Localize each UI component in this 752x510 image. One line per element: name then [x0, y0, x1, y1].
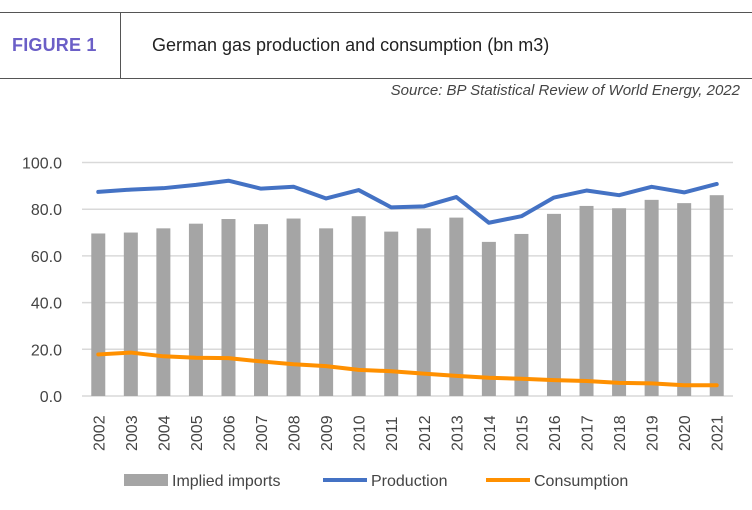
bar-2005	[188, 223, 203, 396]
y-tick-label: 60.0	[31, 249, 62, 266]
bar-2009	[319, 228, 334, 396]
x-tick-label: 2015	[514, 415, 531, 451]
y-tick-label: 100.0	[22, 156, 62, 173]
legend-label-0: Implied imports	[172, 473, 280, 490]
legend-label-1: Production	[371, 473, 448, 490]
x-tick-label: 2010	[352, 415, 369, 451]
bar-2010	[351, 216, 366, 396]
x-tick-label: 2018	[612, 415, 629, 451]
x-tick-label: 2012	[417, 415, 434, 451]
header-divider	[120, 13, 121, 78]
x-tick-label: 2019	[645, 415, 662, 451]
line-production	[96, 178, 719, 225]
x-tick-label: 2020	[677, 415, 694, 451]
x-tick-label: 2014	[482, 415, 499, 451]
x-tick-label: 2013	[449, 415, 466, 451]
bar-2016	[546, 213, 561, 396]
x-tick-label: 2002	[91, 415, 108, 451]
x-tick-label: 2008	[287, 415, 304, 451]
bar-2013	[449, 217, 464, 396]
bar-2021	[709, 195, 724, 396]
legend-swatch-0	[124, 474, 168, 486]
bar-2008	[286, 218, 301, 396]
y-tick-label: 80.0	[31, 202, 62, 219]
legend-label-2: Consumption	[534, 473, 628, 490]
figure-header: FIGURE 1 German gas production and consu…	[0, 12, 752, 79]
bar-2004	[156, 228, 171, 396]
bar-2020	[677, 203, 692, 396]
y-tick-label: 40.0	[31, 296, 62, 313]
x-tick-label: 2009	[319, 415, 336, 451]
x-tick-label: 2005	[189, 415, 206, 451]
bar-2015	[514, 233, 529, 396]
source-note: Source: BP Statistical Review of World E…	[390, 82, 740, 99]
bar-2007	[254, 224, 269, 396]
y-tick-label: 20.0	[31, 342, 62, 359]
bar-2019	[644, 199, 659, 396]
bar-2006	[221, 219, 236, 396]
bar-2017	[579, 205, 594, 396]
bar-2003	[123, 232, 138, 396]
x-tick-label: 2011	[384, 416, 401, 451]
x-tick-label: 2006	[221, 415, 238, 451]
y-tick-label: 0.0	[40, 389, 62, 406]
x-tick-label: 2016	[547, 415, 564, 451]
bar-2002	[91, 233, 106, 396]
figure-label: FIGURE 1	[12, 35, 97, 55]
x-tick-label: 2021	[710, 415, 727, 451]
x-tick-label: 2017	[580, 415, 597, 451]
bar-2012	[416, 228, 431, 396]
x-tick-label: 2004	[156, 415, 173, 451]
x-tick-label: 2007	[254, 415, 271, 451]
bar-2018	[612, 208, 627, 396]
bar-2014	[481, 241, 496, 396]
x-tick-label: 2003	[124, 415, 141, 451]
line-consumption	[96, 350, 719, 388]
chart-title: German gas production and consumption (b…	[152, 35, 550, 55]
bar-2011	[384, 231, 399, 396]
